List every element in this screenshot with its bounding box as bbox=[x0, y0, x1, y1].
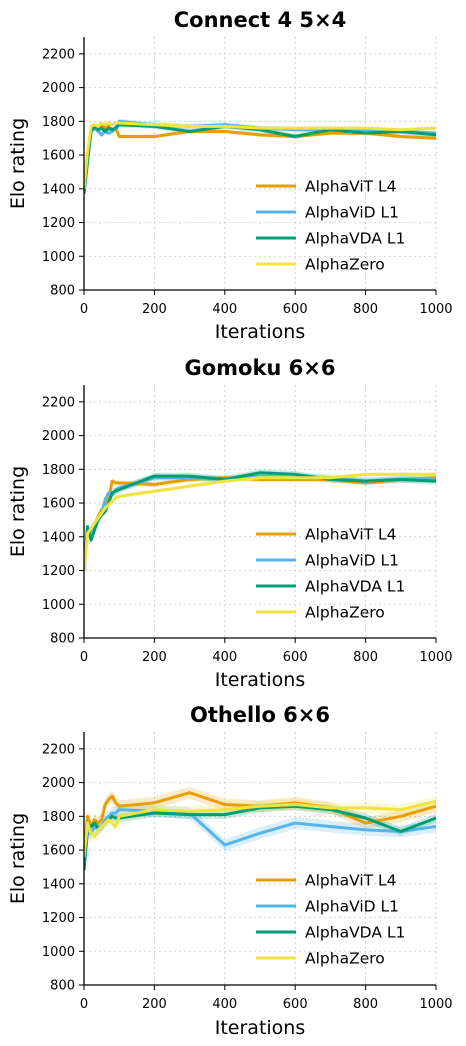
y-tick-label: 1800 bbox=[42, 463, 75, 478]
confidence-band-alphavit-l4 bbox=[84, 475, 436, 574]
x-tick-label: 400 bbox=[212, 650, 237, 665]
x-tick-label: 0 bbox=[80, 997, 88, 1012]
x-axis-label: Iterations bbox=[215, 321, 306, 343]
series-line-alphazero bbox=[84, 472, 436, 571]
y-axis-label: Elo rating bbox=[7, 466, 29, 557]
legend-label-alphavda-l1: AlphaVDA L1 bbox=[305, 230, 405, 248]
confidence-band-alphavid-l1 bbox=[84, 472, 436, 574]
y-tick-label: 2000 bbox=[42, 776, 75, 791]
chart-panel-3: 0 200 400 600 800 1000 800 1000 1200 1400 1600 1800… bbox=[7, 703, 453, 1039]
legend-label-alphazero: AlphaZero bbox=[305, 256, 385, 274]
y-tick-label: 1400 bbox=[42, 182, 75, 197]
axis-spines bbox=[83, 385, 436, 639]
chart-panel-1: 0 200 400 600 800 1000 800 1000 1200 1400 1600 1800… bbox=[7, 8, 453, 343]
x-tick-label: 600 bbox=[283, 650, 308, 665]
x-tick-label: 600 bbox=[283, 997, 308, 1012]
plot-area bbox=[84, 118, 436, 197]
y-tick-label: 800 bbox=[50, 632, 75, 647]
plot-area bbox=[84, 786, 436, 877]
x-tick-label: 1000 bbox=[419, 302, 452, 317]
y-tick-label: 2000 bbox=[42, 81, 75, 96]
y-tick-label: 1200 bbox=[42, 564, 75, 579]
y-tick-label: 800 bbox=[50, 284, 75, 299]
axis-spines bbox=[83, 732, 436, 986]
y-tick-label: 1800 bbox=[42, 115, 75, 130]
x-tick-label: 200 bbox=[142, 997, 167, 1012]
x-axis-label: Iterations bbox=[215, 669, 306, 691]
y-tick-label: 2200 bbox=[42, 742, 75, 757]
plot-area bbox=[84, 469, 436, 574]
series-line-alphazero bbox=[84, 799, 436, 857]
y-tick-label: 1600 bbox=[42, 149, 75, 164]
legend-label-alphavit-l4: AlphaViT L4 bbox=[305, 526, 397, 544]
legend: AlphaViT L4 AlphaViD L1 AlphaVDA L1 AlphaZe… bbox=[256, 872, 405, 968]
series-line-alphavid-l1 bbox=[84, 808, 436, 871]
legend-label-alphavid-l1: AlphaViD L1 bbox=[305, 204, 399, 222]
x-tick-label: 200 bbox=[142, 650, 167, 665]
y-tick-label: 800 bbox=[50, 979, 75, 994]
legend-label-alphazero: AlphaZero bbox=[305, 950, 385, 968]
confidence-band-alphavit-l4 bbox=[84, 786, 436, 856]
x-tick-label: 1000 bbox=[419, 650, 452, 665]
legend-label-alphavit-l4: AlphaViT L4 bbox=[305, 178, 397, 196]
y-tick-label: 1400 bbox=[42, 877, 75, 892]
y-tick-label: 2200 bbox=[42, 47, 75, 62]
y-tick-label: 2000 bbox=[42, 429, 75, 444]
y-tick-label: 1000 bbox=[42, 598, 75, 613]
confidence-band-alphazero bbox=[84, 120, 436, 191]
series-line-alphavda-l1 bbox=[84, 123, 436, 195]
x-tick-label: 200 bbox=[142, 302, 167, 317]
x-tick-label: 800 bbox=[353, 650, 378, 665]
x-tick-label: 0 bbox=[80, 650, 88, 665]
legend-label-alphazero: AlphaZero bbox=[305, 604, 385, 622]
y-tick-label: 1600 bbox=[42, 497, 75, 512]
y-axis-label: Elo rating bbox=[7, 118, 29, 209]
legend-label-alphavid-l1: AlphaViD L1 bbox=[305, 552, 399, 570]
legend-label-alphavda-l1: AlphaVDA L1 bbox=[305, 924, 405, 942]
legend-label-alphavda-l1: AlphaVDA L1 bbox=[305, 578, 405, 596]
y-tick-label: 1400 bbox=[42, 530, 75, 545]
chart-title: Othello 6×6 bbox=[190, 703, 330, 727]
y-tick-label: 1200 bbox=[42, 911, 75, 926]
axis-spines bbox=[83, 37, 436, 291]
chart-panel-2: 0 200 400 600 800 1000 800 1000 1200 1400 1600 1800… bbox=[7, 356, 453, 691]
y-tick-label: 1000 bbox=[42, 945, 75, 960]
x-axis-label: Iterations bbox=[215, 1017, 306, 1039]
legend-label-alphavit-l4: AlphaViT L4 bbox=[305, 872, 397, 890]
chart-title: Gomoku 6×6 bbox=[184, 356, 335, 380]
x-tick-label: 400 bbox=[212, 302, 237, 317]
x-tick-label: 400 bbox=[212, 997, 237, 1012]
legend: AlphaViT L4 AlphaViD L1 AlphaVDA L1 AlphaZe… bbox=[256, 526, 405, 622]
x-tick-label: 600 bbox=[283, 302, 308, 317]
x-tick-label: 800 bbox=[353, 997, 378, 1012]
legend-label-alphavid-l1: AlphaViD L1 bbox=[305, 898, 399, 916]
legend: AlphaViT L4 AlphaViD L1 AlphaVDA L1 AlphaZe… bbox=[256, 178, 405, 274]
y-tick-label: 1800 bbox=[42, 810, 75, 825]
x-tick-label: 1000 bbox=[419, 997, 452, 1012]
y-tick-label: 2200 bbox=[42, 395, 75, 410]
y-tick-label: 1200 bbox=[42, 216, 75, 231]
series-line-alphazero bbox=[84, 121, 436, 189]
x-tick-label: 0 bbox=[80, 302, 88, 317]
x-tick-label: 800 bbox=[353, 302, 378, 317]
chart-title: Connect 4 5×4 bbox=[174, 8, 347, 32]
y-tick-label: 1600 bbox=[42, 844, 75, 859]
y-tick-label: 1000 bbox=[42, 250, 75, 265]
y-axis-label: Elo rating bbox=[7, 813, 29, 904]
